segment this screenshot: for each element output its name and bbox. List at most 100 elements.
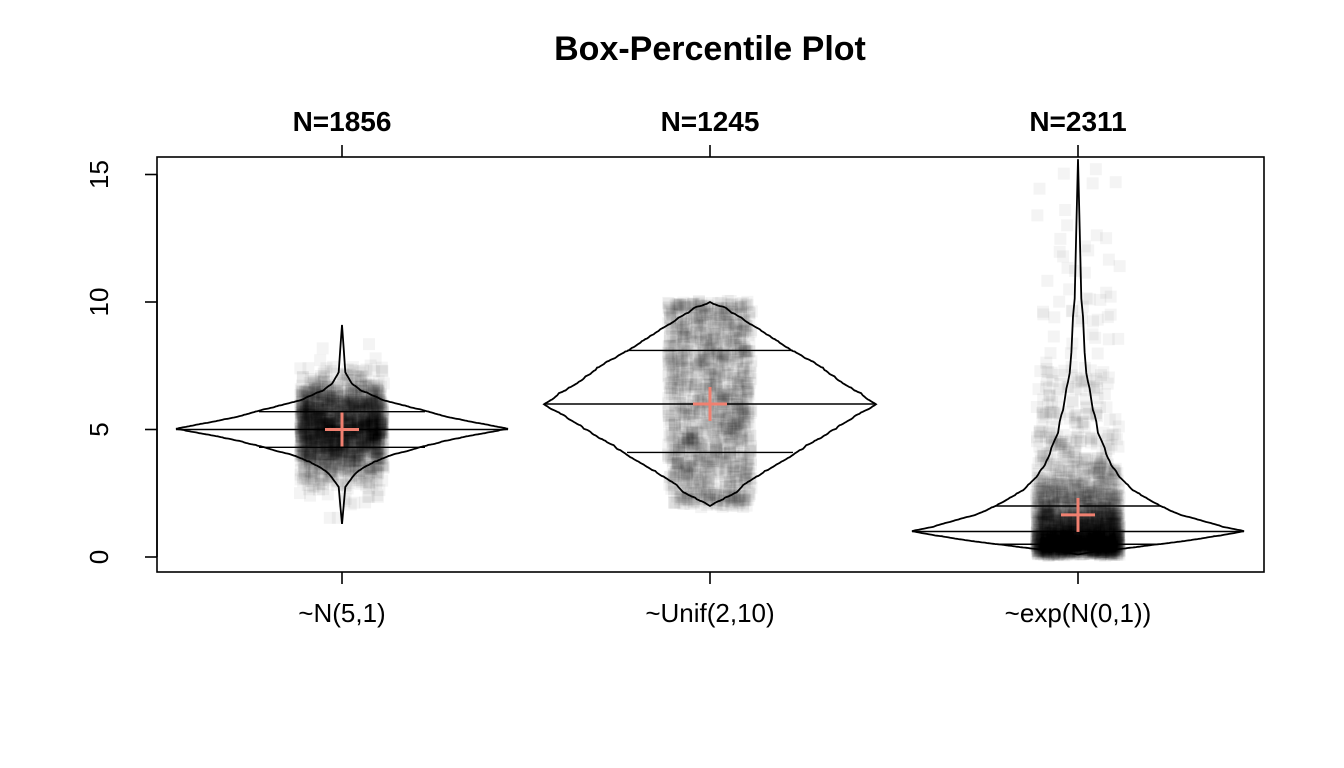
data-point [309, 379, 322, 392]
data-point [295, 399, 308, 412]
data-point [319, 388, 332, 401]
data-point [310, 433, 323, 446]
data-point [340, 399, 353, 412]
data-point [348, 455, 361, 468]
data-point [313, 483, 325, 496]
data-point [348, 496, 361, 509]
data-point [294, 425, 307, 437]
data-point [1048, 311, 1061, 324]
data-point [314, 477, 327, 490]
data-point [323, 406, 336, 419]
data-point [322, 383, 335, 396]
data-point [348, 431, 361, 444]
data-point [356, 458, 369, 471]
data-point [322, 452, 335, 465]
data-point [374, 398, 387, 411]
data-point [311, 417, 324, 430]
data-point [323, 436, 336, 449]
data-point [1053, 245, 1066, 258]
data-point [358, 414, 371, 427]
data-point [330, 400, 343, 413]
data-point [304, 414, 317, 427]
data-point [376, 474, 389, 487]
data-point [304, 432, 317, 444]
data-point [316, 469, 329, 482]
data-point [358, 440, 371, 452]
data-point [351, 432, 364, 445]
data-point [365, 436, 378, 449]
data-point [374, 412, 387, 425]
data-point [348, 364, 361, 377]
data-point [321, 403, 334, 416]
data-point [673, 397, 686, 410]
data-point [737, 493, 750, 505]
data-point [674, 375, 687, 387]
data-point [377, 460, 390, 473]
data-point [1075, 373, 1087, 386]
data-point [301, 479, 314, 491]
data-point [373, 427, 386, 440]
data-point [315, 474, 328, 486]
data-point [302, 435, 315, 448]
data-point [313, 430, 326, 443]
data-point [294, 413, 307, 426]
data-point [376, 418, 389, 430]
data-point [327, 409, 340, 422]
data-point [361, 429, 374, 442]
data-point [361, 419, 374, 432]
data-point [343, 418, 356, 431]
data-point [346, 460, 359, 473]
data-point [374, 416, 386, 429]
data-point [667, 435, 680, 448]
data-point [734, 346, 747, 358]
data-point [297, 416, 310, 429]
data-point [345, 393, 358, 406]
data-point [315, 446, 328, 459]
data-point [663, 297, 676, 310]
data-point [353, 455, 366, 468]
data-point [320, 409, 333, 422]
data-point [375, 417, 388, 430]
data-point [1037, 308, 1050, 321]
data-point [730, 331, 743, 344]
data-point [1089, 163, 1102, 176]
data-point [367, 417, 379, 430]
data-point [321, 392, 333, 405]
data-point [351, 439, 364, 452]
data-point [318, 456, 331, 469]
data-point [366, 394, 379, 407]
data-point [726, 500, 739, 512]
data-point [296, 436, 309, 449]
data-point [327, 455, 340, 468]
data-point [298, 462, 311, 475]
data-point [360, 378, 372, 391]
data-point [318, 434, 331, 446]
data-point [364, 419, 377, 432]
data-point [309, 417, 322, 430]
data-point [304, 447, 317, 460]
data-point [364, 440, 377, 453]
data-point [356, 440, 369, 453]
data-point [361, 490, 374, 503]
data-point [314, 458, 327, 471]
data-point [313, 431, 326, 444]
data-point [362, 456, 375, 469]
data-point [294, 473, 307, 486]
data-point [304, 407, 317, 420]
data-point [320, 447, 333, 460]
data-point [317, 456, 330, 469]
data-point [328, 404, 341, 416]
data-point [376, 459, 389, 472]
data-point [330, 428, 343, 441]
data-point [320, 445, 333, 458]
data-point [360, 410, 373, 423]
data-point [353, 439, 366, 452]
data-point [318, 396, 331, 409]
data-point [306, 391, 318, 404]
data-point [355, 415, 368, 428]
data-point [308, 419, 321, 432]
data-point [299, 429, 312, 442]
data-point [371, 383, 383, 396]
data-point [298, 431, 311, 444]
data-point [368, 403, 381, 416]
